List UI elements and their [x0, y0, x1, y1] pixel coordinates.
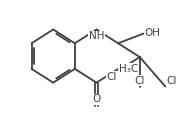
Text: Cl: Cl — [107, 72, 117, 82]
Text: Cl: Cl — [135, 76, 145, 86]
Text: Cl: Cl — [166, 76, 177, 86]
Text: H₃C: H₃C — [119, 64, 138, 74]
Text: NH: NH — [89, 31, 104, 41]
Text: O: O — [92, 94, 101, 104]
Text: OH: OH — [145, 28, 161, 38]
